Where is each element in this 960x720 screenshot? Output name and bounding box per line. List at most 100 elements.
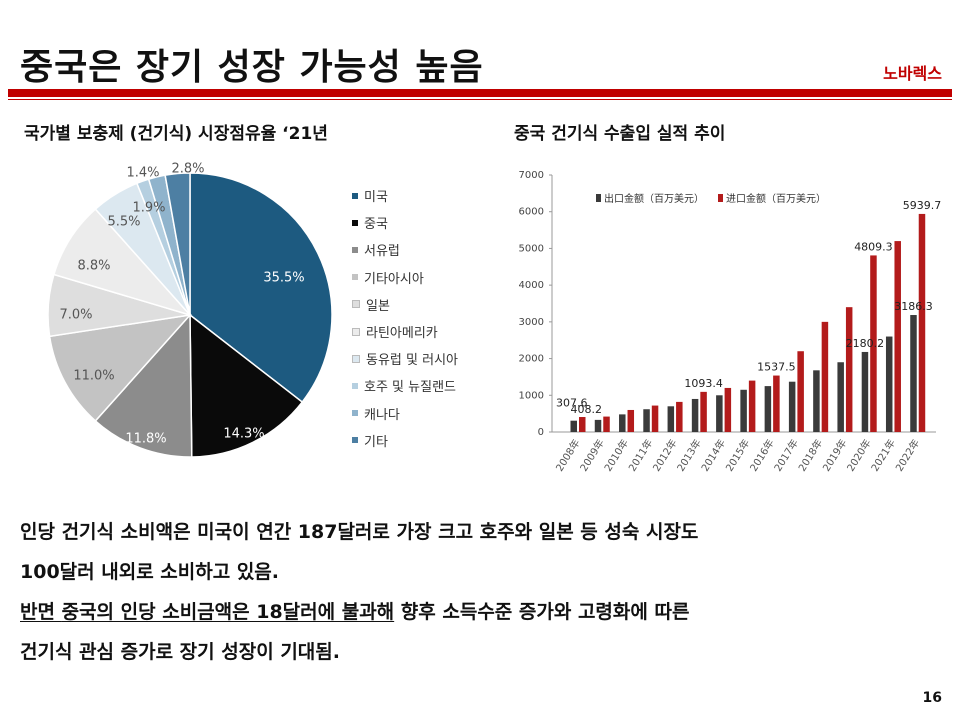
legend-label: 중국 (364, 217, 388, 233)
bar-import-5 (676, 401, 683, 432)
bar-import-3 (627, 409, 635, 432)
bar-data-label: 408.2 (571, 403, 603, 416)
legend-swatch (352, 437, 358, 444)
bar-legend-swatch-2 (718, 194, 723, 202)
bar-export-2 (594, 419, 602, 432)
pie-chart-title: 국가별 보충제 (건기식) 시장점유율 ‘21년 (24, 124, 328, 144)
bar-export-15 (910, 315, 917, 432)
legend-swatch (352, 300, 360, 309)
bar-import-9 (773, 375, 780, 432)
page-title: 중국은 장기 성장 가능성 높음 (20, 47, 484, 88)
legend-item-7: 동유럽 및 러시아 (352, 345, 458, 372)
y-tick-label: 4000 (519, 280, 544, 291)
legend-swatch (352, 410, 358, 417)
pie-slice-10 (164, 172, 191, 316)
bar-export-7 (716, 395, 723, 432)
bar-data-label: 307.6 (556, 397, 588, 410)
bar-import-13 (870, 255, 877, 432)
legend-item-1: 미국 (352, 182, 458, 209)
bar-export-5 (667, 406, 675, 432)
bar-import-8 (748, 380, 756, 432)
legend-label: 호주 및 뉴질랜드 (364, 380, 456, 396)
body-line-3-c: 향후 소득수준 증가와 고령화에 따른 (394, 601, 690, 623)
legend-swatch (352, 382, 358, 389)
bar-export-14 (885, 336, 893, 432)
title-divider (8, 89, 952, 97)
bar-export-4 (643, 409, 650, 432)
bar-export-1 (570, 420, 577, 432)
pie-label-1: 35.5% (263, 271, 304, 286)
body-line-1: 인당 건기식 소비액은 미국이 연간 187달러로 가장 크고 호주와 일본 등… (20, 521, 699, 543)
title-divider-thin (8, 99, 952, 100)
bar-data-label: 1537.5 (757, 361, 796, 374)
bar-import-7 (724, 387, 732, 432)
legend-swatch (352, 354, 360, 363)
pie-label-8: 1.4% (126, 166, 159, 181)
legend-item-2: 중국 (352, 209, 458, 236)
legend-label: 캐나다 (364, 407, 400, 423)
bar-data-label: 4809.3 (854, 240, 893, 253)
legend-swatch (352, 274, 358, 281)
y-tick-label: 2000 (519, 354, 544, 365)
pie-label-7: 5.5% (107, 215, 140, 230)
pie-label-5: 7.0% (59, 308, 92, 323)
legend-item-9: 캐나다 (352, 400, 458, 427)
legend-label: 기타 (364, 434, 388, 450)
market-share-pie-chart: 35.5% 14.3% 11.8% 11.0% 7.0% 8.8% 5.5% 1.4% 1.9%… (47, 162, 333, 458)
bar-legend-label-2: 进口金额（百万美元） (726, 192, 826, 205)
pie-slice-4 (48, 313, 192, 422)
legend-label: 동유럽 및 러시아 (366, 353, 458, 369)
legend-item-10: 기타 (352, 427, 458, 454)
pie-label-9: 1.9% (132, 201, 165, 216)
pie-label-3: 11.8% (125, 432, 166, 447)
legend-item-4: 기타아시아 (352, 264, 458, 291)
bar-chart-title: 중국 건기식 수출입 실적 추이 (514, 124, 726, 144)
legend-swatch (352, 219, 358, 226)
legend-label: 서유럽 (364, 244, 400, 260)
bar-data-label: 3186.3 (894, 300, 933, 313)
import-export-bar-chart: 010002000300040005000600070002008年2009年2… (519, 170, 942, 474)
bar-legend-swatch-1 (596, 194, 601, 202)
bar-import-14 (894, 241, 901, 432)
body-line-4: 건기식 관심 증가로 장기 성장이 기대됨. (20, 641, 340, 663)
bar-export-3 (619, 414, 626, 432)
legend-label: 기타아시아 (364, 271, 424, 287)
body-text: 인당 건기식 소비액은 미국이 연간 187달러로 가장 크고 호주와 일본 등… (20, 512, 950, 672)
bar-import-10 (797, 351, 804, 432)
bar-import-1 (579, 417, 586, 432)
legend-label: 미국 (364, 190, 388, 206)
x-tick-label: 2022年 (892, 437, 922, 474)
bar-import-4 (651, 405, 659, 432)
pie-slice-3 (94, 313, 193, 458)
y-tick-label: 5000 (519, 243, 544, 254)
pie-slice-2 (189, 313, 304, 458)
page-number: 16 (922, 690, 942, 706)
bar-export-9 (764, 386, 772, 432)
brand-logo-text: 노바렉스 (883, 64, 942, 83)
legend-item-3: 서유럽 (352, 236, 458, 263)
bar-export-13 (861, 351, 869, 432)
legend-label: 라틴아메리카 (366, 326, 438, 342)
legend-swatch (352, 192, 358, 199)
bar-data-label: 5939.7 (903, 199, 942, 212)
bar-data-label: 2180.2 (846, 337, 885, 350)
bar-export-8 (740, 389, 747, 432)
pie-slice-1 (189, 172, 333, 404)
bar-import-2 (603, 416, 610, 432)
pie-label-4: 11.0% (73, 369, 114, 384)
pie-label-6: 8.8% (77, 259, 110, 274)
pie-label-2: 14.3% (223, 427, 264, 442)
bar-export-6 (691, 398, 699, 432)
bar-import-6 (700, 391, 707, 432)
legend-item-6: 라틴아메리카 (352, 318, 458, 345)
legend-item-5: 일본 (352, 291, 458, 318)
bar-import-12 (845, 307, 853, 432)
bar-export-11 (813, 370, 820, 432)
body-line-3-a: 반면 (20, 601, 62, 623)
y-tick-label: 1000 (519, 390, 544, 401)
legend-swatch (352, 327, 360, 336)
y-tick-label: 3000 (519, 317, 544, 328)
body-line-3: 반면 중국의 인당 소비금액은 18달러에 불과해 향후 소득수준 증가와 고령… (20, 592, 950, 632)
bar-import-15 (918, 213, 926, 432)
